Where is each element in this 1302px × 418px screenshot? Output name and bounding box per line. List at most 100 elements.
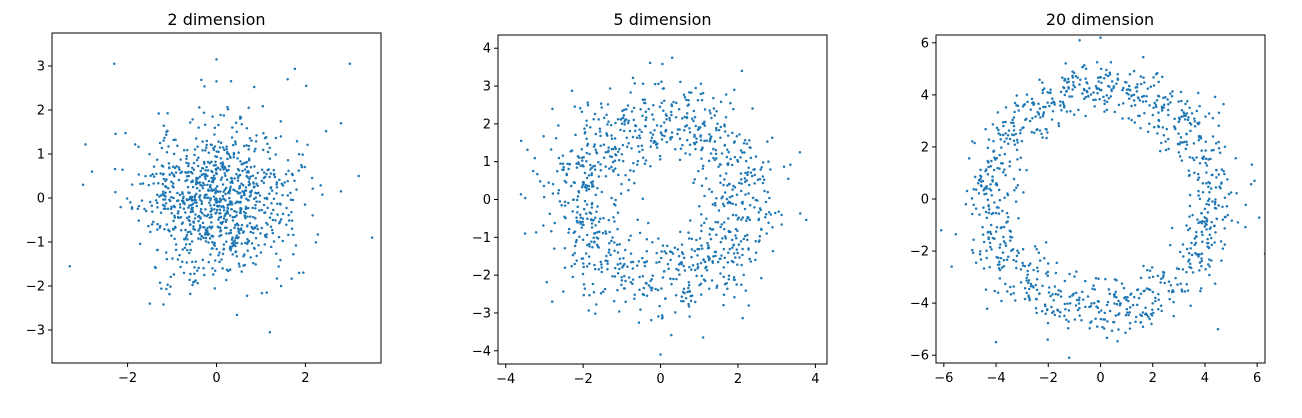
scatter-point [744,171,747,175]
scatter-point [1213,206,1217,210]
scatter-point [253,247,256,250]
scatter-point [1002,235,1005,239]
scatter-point [1009,285,1012,289]
scatter-point [585,124,588,127]
scatter-point [232,188,235,191]
scatter-point [1225,204,1229,208]
scatter-point [197,266,200,270]
scatter-point [165,133,168,137]
scatter-point [206,226,209,230]
scatter-point [1015,186,1018,190]
scatter-point [199,169,202,173]
scatter-point [1046,131,1049,134]
scatter-point [989,165,993,168]
scatter-point [215,58,218,61]
scatter-point [1016,158,1019,161]
scatter-point [723,191,727,194]
scatter-point [696,247,699,251]
scatter-point [242,144,246,148]
scatter-point [627,178,631,182]
scatter-point [684,125,687,128]
scatter-point [1084,95,1088,99]
scatter-point [999,256,1003,260]
scatter-point [275,277,279,280]
scatter-point [1008,229,1012,232]
scatter-point [1170,290,1174,294]
scatter-point [661,276,665,279]
scatter-point [693,249,697,253]
scatter-point [1047,286,1051,289]
scatter-point [1160,277,1163,281]
scatter-point [680,243,684,246]
scatter-point [1127,97,1131,100]
scatter-point [262,171,266,174]
scatter-point [130,207,134,211]
scatter-point [632,169,635,173]
scatter-point [1176,142,1180,146]
scatter-point [195,204,198,208]
scatter-point [694,86,697,90]
scatter-point [237,236,240,239]
scatter-point [728,195,732,199]
scatter-point [265,221,268,225]
scatter-point [218,212,221,215]
scatter-point [593,241,596,244]
scatter-point [1142,264,1145,268]
scatter-point [229,228,233,232]
scatter-point [592,236,595,239]
scatter-point [175,165,178,168]
scatter-point [199,217,202,220]
scatter-point [245,144,248,147]
scatter-point [804,218,808,222]
scatter-point [726,287,729,290]
scatter-point [1148,122,1151,125]
scatter-point [742,142,746,145]
scatter-point [1046,338,1049,341]
scatter-point [173,175,176,178]
scatter-point [988,241,992,245]
scatter-point [234,142,237,146]
scatter-point [208,201,211,204]
scatter-point [737,243,741,246]
scatter-point [643,98,647,101]
scatter-point [633,82,637,85]
scatter-point [236,190,239,194]
scatter-point [1013,143,1017,146]
scatter-point [1157,308,1160,311]
scatter-point [995,183,999,187]
scatter-point [731,188,734,191]
scatter-point [213,287,217,290]
scatter-point [234,189,237,193]
scatter-point [1151,275,1155,278]
scatter-point [81,183,85,187]
scatter-point [657,315,660,318]
scatter-point [183,246,187,250]
scatter-point [1061,76,1064,79]
scatter-point [683,269,687,272]
scatter-point [571,275,574,279]
scatter-point [1029,108,1032,111]
scatter-point [1002,171,1005,174]
scatter-point [715,126,718,130]
scatter-point [634,124,638,128]
scatter-point [241,184,245,187]
scatter-point [1217,204,1220,207]
scatter-point [1187,116,1190,119]
scatter-point [231,215,235,219]
scatter-point [613,249,616,252]
scatter-point [1207,203,1211,207]
scatter-point [700,244,703,247]
scatter-point [181,192,184,196]
scatter-point [641,156,645,159]
scatter-point [1138,114,1141,118]
scatter-point [1012,285,1015,288]
scatter-point [587,309,591,312]
scatter-point [748,257,751,261]
scatter-point [715,157,718,160]
scatter-point [1201,157,1205,161]
scatter-point [1057,124,1061,128]
scatter-point [238,173,242,177]
scatter-point [1207,158,1210,161]
scatter-point [689,294,693,298]
scatter-point [659,256,663,260]
